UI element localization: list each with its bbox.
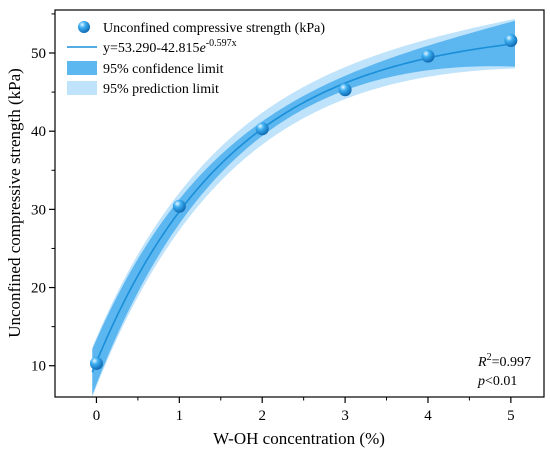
legend-entry-fit: y=53.290-42.815e-0.597x bbox=[103, 38, 237, 56]
legend-confidence-swatch bbox=[67, 61, 97, 75]
x-tick-label: 3 bbox=[341, 408, 349, 424]
legend-marker-icon bbox=[78, 21, 90, 33]
x-axis-label: W-OH concentration (%) bbox=[213, 429, 385, 448]
legend-entry-confidence: 95% confidence limit bbox=[103, 62, 224, 77]
plot-frame bbox=[54, 9, 545, 398]
x-tick-label: 5 bbox=[507, 408, 515, 424]
fit-line bbox=[91, 42, 516, 373]
r-squared-annotation: R2=0.997 bbox=[477, 352, 531, 370]
data-point bbox=[421, 49, 435, 63]
y-tick-label: 40 bbox=[31, 124, 46, 140]
p-value-annotation: p<0.01 bbox=[477, 374, 517, 389]
data-points bbox=[89, 33, 518, 370]
x-axis: 0 1 2 3 4 5 bbox=[93, 397, 515, 424]
legend-prediction-swatch bbox=[67, 81, 97, 95]
x-tick-label: 0 bbox=[93, 408, 101, 424]
data-point bbox=[255, 122, 269, 136]
x-tick-label: 4 bbox=[424, 408, 432, 424]
equation-prefix: y=53.290-42.815 bbox=[103, 41, 200, 56]
y-axis: 10 20 30 40 50 bbox=[31, 13, 55, 375]
data-point bbox=[172, 199, 186, 213]
data-point bbox=[89, 356, 103, 370]
y-axis-label: Unconfined compressive strength (kPa) bbox=[5, 68, 24, 338]
y-tick-label: 30 bbox=[31, 202, 46, 218]
legend-entry-points: Unconfined compressive strength (kPa) bbox=[103, 21, 325, 36]
x-tick-label: 1 bbox=[176, 408, 184, 424]
equation-base: e bbox=[200, 41, 206, 56]
y-tick-label: 50 bbox=[31, 46, 46, 62]
y-tick-label: 20 bbox=[31, 281, 46, 297]
equation-exponent: -0.597x bbox=[206, 38, 237, 49]
y-tick-label: 10 bbox=[31, 359, 46, 375]
data-point bbox=[504, 33, 518, 47]
data-point bbox=[338, 83, 352, 97]
legend: Unconfined compressive strength (kPa) y=… bbox=[67, 21, 325, 97]
x-tick-label: 2 bbox=[258, 408, 266, 424]
legend-entry-prediction: 95% prediction limit bbox=[103, 82, 219, 97]
